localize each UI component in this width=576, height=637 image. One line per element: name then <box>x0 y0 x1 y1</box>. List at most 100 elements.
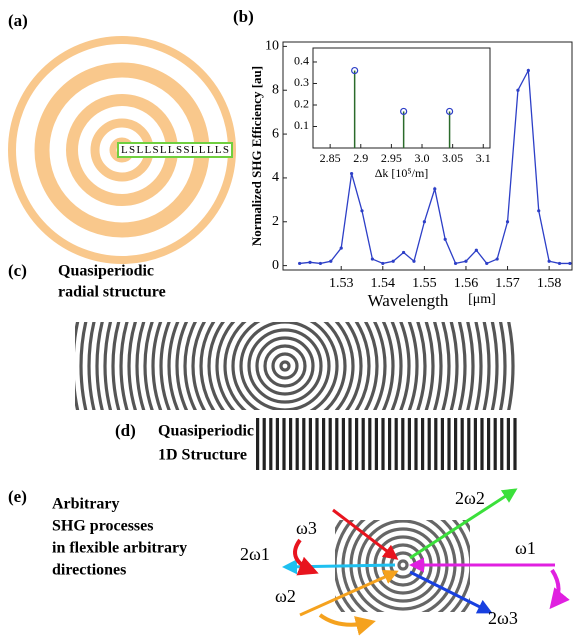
y-tick-label: 8 <box>272 82 279 97</box>
caption: in flexible arbitrary <box>52 540 187 557</box>
grating-line <box>447 418 451 470</box>
ring <box>199 322 371 410</box>
data-point <box>318 261 323 266</box>
frequency-label: 2ω2 <box>455 488 485 508</box>
grating-line <box>302 418 306 470</box>
ring <box>498 322 507 410</box>
caption: radial structure <box>58 284 166 301</box>
ring <box>175 322 395 410</box>
grating-line <box>361 418 365 470</box>
caption: Quasiperiodic <box>58 263 154 280</box>
x-tick-label: 2.9 <box>353 151 368 165</box>
ring <box>231 322 339 410</box>
ring <box>271 352 299 380</box>
grating-line <box>473 418 477 470</box>
data-point <box>350 171 354 176</box>
x-tick-label: 3.1 <box>476 151 491 165</box>
ring <box>135 322 435 410</box>
data-point <box>422 220 426 224</box>
ring <box>239 322 331 410</box>
x-tick-label: 2.85 <box>320 151 341 165</box>
ring <box>95 322 475 410</box>
data-point <box>557 261 562 266</box>
grating-line <box>401 418 405 470</box>
panel-label: (d) <box>115 421 136 440</box>
charts: 1.53 1.54 1.55 1.56 1.57 1.58 0 2 4 6 8 10 Wavelengt… <box>249 39 573 310</box>
y-tick-label: 0.1 <box>294 118 309 132</box>
grating-line <box>407 418 411 470</box>
ring <box>111 322 459 410</box>
ring <box>167 322 403 410</box>
y-tick-label: 0.4 <box>294 54 309 68</box>
grating-line <box>388 418 392 470</box>
grating-line <box>434 418 438 470</box>
data-point <box>453 261 458 266</box>
x-axis-unit: [μm] <box>468 292 496 307</box>
grating-line <box>315 418 319 470</box>
ring <box>151 322 419 410</box>
grating-line <box>335 418 339 470</box>
x-tick-label: 1.58 <box>537 276 562 291</box>
ring <box>215 322 355 410</box>
grating-line <box>440 418 444 470</box>
grating-line <box>467 418 471 470</box>
data-point <box>547 259 551 263</box>
data-point <box>329 259 333 263</box>
caption: directiones <box>52 562 126 579</box>
grating-line <box>513 418 517 470</box>
y-tick-label: 6 <box>272 126 279 141</box>
grating-line <box>454 418 458 470</box>
y-tick-label: 0.3 <box>294 75 309 89</box>
ring <box>397 559 409 571</box>
grating-line <box>348 418 352 470</box>
frequency-label: ω2 <box>275 586 296 606</box>
y-axis-label: Normalized SHG Efficiency [au] <box>249 66 264 246</box>
x-tick-label: 2.95 <box>381 151 402 165</box>
rotation-arrows <box>293 538 570 636</box>
grating-line <box>295 418 299 470</box>
grating-line <box>381 418 385 470</box>
caption: 1D Structure <box>158 447 247 464</box>
data-point <box>474 248 478 252</box>
sequence-box <box>117 142 233 158</box>
grating-line <box>328 418 332 470</box>
ring <box>143 322 427 410</box>
frequency-label: ω1 <box>515 538 536 558</box>
data-point <box>381 261 385 266</box>
grating-line <box>308 418 312 470</box>
data-point <box>433 187 437 191</box>
data-point <box>516 88 520 92</box>
frequency-label: 2ω1 <box>240 544 270 564</box>
data-point <box>391 259 395 263</box>
data-point <box>401 250 406 255</box>
stem-head <box>400 107 408 116</box>
grating-line <box>487 418 491 470</box>
ring <box>103 322 467 410</box>
grating-line <box>262 418 266 470</box>
grating-line <box>414 418 418 470</box>
data-point <box>360 209 364 213</box>
data-point <box>537 209 541 213</box>
grating-line <box>506 418 510 470</box>
ring <box>507 322 515 410</box>
x-tick-label: 1.53 <box>329 276 354 291</box>
ring <box>247 328 323 404</box>
ring <box>75 322 499 410</box>
data-point <box>495 257 499 261</box>
grating-line <box>282 418 286 470</box>
y-tick-label: 0.2 <box>294 97 309 111</box>
frequency-label: 2ω3 <box>488 608 518 628</box>
radial-structure <box>75 322 515 410</box>
grating-line <box>322 418 326 470</box>
grating-line <box>493 418 497 470</box>
caption: Quasiperiodic <box>158 423 254 440</box>
grating-line <box>355 418 359 470</box>
grating-line <box>374 418 378 470</box>
grating-line <box>394 418 398 470</box>
x-tick-label: 1.56 <box>454 276 479 291</box>
grating-line <box>269 418 273 470</box>
panel-label: (e) <box>8 487 27 506</box>
ring <box>255 336 315 396</box>
ring <box>223 322 347 410</box>
